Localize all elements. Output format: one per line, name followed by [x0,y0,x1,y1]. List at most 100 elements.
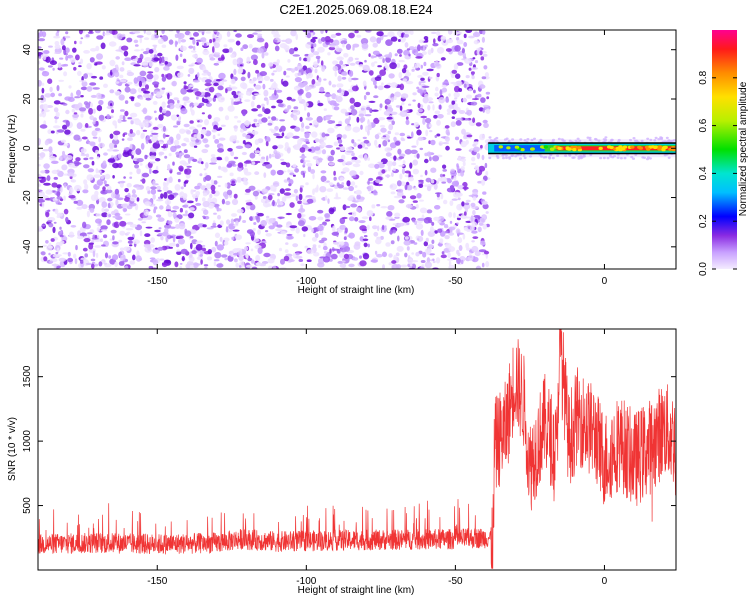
signal-noise-blob [556,154,560,157]
noise-blob [186,130,191,135]
noise-blob [200,37,207,43]
noise-blob [403,49,410,57]
noise-blob [176,171,182,175]
noise-blob [38,60,41,65]
noise-blob [247,71,251,79]
noise-blob [201,112,205,115]
noise-blob [405,80,414,85]
noise-blob [170,145,177,153]
noise-blob [306,55,311,63]
noise-blob [341,216,348,220]
noise-blob [441,181,447,184]
noise-blob [482,119,488,124]
noise-blob [464,207,468,213]
noise-blob [453,175,457,182]
colorbar-tick-label: 0.4 [698,166,709,180]
noise-blob [48,45,53,48]
noise-blob [185,168,192,175]
noise-blob [177,32,185,40]
noise-blob [476,152,481,160]
noise-blob [442,164,447,169]
noise-blob [273,189,277,192]
signal-noise-blob [632,157,635,160]
noise-blob [128,131,136,138]
noise-blob [108,214,112,218]
noise-blob [283,70,287,76]
noise-blob [171,80,177,87]
noise-blob [350,109,358,116]
noise-blob [415,251,420,257]
noise-blob [63,63,69,67]
x-tick-label: -100 [296,276,316,287]
signal-hotspot [567,147,572,151]
noise-blob [372,42,378,48]
noise-blob [356,34,362,38]
noise-blob [113,221,120,229]
noise-blob [294,77,302,83]
noise-blob [77,102,83,109]
noise-blob [174,261,179,268]
signal-noise-blob [548,156,551,159]
noise-blob [158,232,164,236]
noise-blob [317,262,325,268]
noise-blob [434,92,439,97]
noise-blob [377,117,386,121]
noise-blob [391,260,397,264]
noise-blob [209,57,216,61]
signal-noise-blob [630,155,634,159]
noise-blob [372,50,380,56]
noise-blob [56,212,64,217]
noise-blob [62,150,65,156]
noise-blob [331,84,337,88]
noise-blob [51,263,60,267]
noise-blob [358,64,365,68]
noise-blob [53,100,61,105]
signal-hotspot [661,148,666,152]
noise-blob [259,71,267,77]
noise-blob [416,86,420,90]
noise-blob [352,126,361,133]
signal-hotspot [543,145,548,149]
noise-blob [144,201,152,206]
noise-blob [114,71,120,78]
noise-blob [385,174,391,178]
noise-blob [300,263,305,267]
noise-blob [85,34,90,38]
noise-blob [216,263,224,268]
noise-blob [333,170,336,176]
noise-blob [479,133,486,141]
signal-hotspot [557,146,562,150]
noise-blob [234,115,238,119]
noise-blob [412,92,417,96]
noise-blob [246,229,254,235]
noise-blob [82,189,89,194]
noise-blob [398,164,405,167]
noise-blob [336,182,340,187]
noise-blob [433,216,440,221]
noise-blob [272,145,278,150]
noise-blob [435,62,440,67]
noise-blob [103,152,108,156]
noise-blob [397,235,400,242]
noise-blob [152,194,156,200]
noise-blob [482,30,486,35]
noise-blob [200,128,207,135]
noise-blob [124,86,131,93]
noise-blob [177,99,180,104]
noise-blob [177,116,182,121]
signal-noise-blob [511,138,515,141]
noise-blob [213,30,218,33]
noise-blob [325,114,333,118]
signal-noise-blob [523,156,527,160]
noise-blob [276,59,280,64]
noise-blob [312,36,318,40]
noise-blob [382,140,388,147]
noise-blob [297,220,305,227]
signal-noise-blob [564,154,568,157]
noise-blob [213,180,218,185]
noise-blob [149,167,152,174]
noise-blob [343,53,349,58]
noise-blob [136,186,141,190]
noise-blob [141,62,147,66]
